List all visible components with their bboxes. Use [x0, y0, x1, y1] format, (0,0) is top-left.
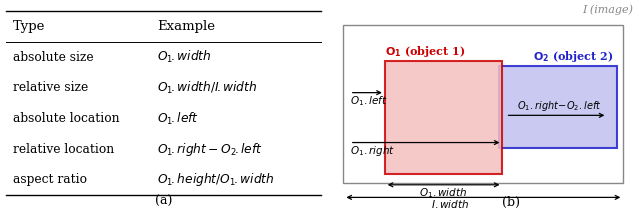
Text: $\mathbf{O_1}$ (object 1): $\mathbf{O_1}$ (object 1)	[385, 44, 465, 59]
Text: $O_1.width$: $O_1.width$	[420, 186, 467, 200]
Text: $O_1.right$: $O_1.right$	[350, 144, 395, 158]
Text: absolute size: absolute size	[13, 51, 93, 64]
Text: relative size: relative size	[13, 81, 88, 94]
Text: $O_1.right\!-\!O_2.left$: $O_1.right\!-\!O_2.left$	[517, 99, 602, 113]
Text: $O_1\!.left$: $O_1\!.left$	[158, 111, 200, 127]
Bar	[499, 66, 617, 148]
Bar	[385, 61, 502, 174]
Text: $\mathbf{O_2}$ (object 2): $\mathbf{O_2}$ (object 2)	[534, 49, 614, 64]
Bar	[343, 25, 623, 183]
Text: I (image): I (image)	[582, 4, 633, 15]
Text: aspect ratio: aspect ratio	[13, 173, 86, 186]
Text: relative location: relative location	[13, 143, 114, 156]
Text: $O_1\!.width/I\!.width$: $O_1\!.width/I\!.width$	[158, 80, 258, 96]
Text: $O_1\!.right - O_2\!.left$: $O_1\!.right - O_2\!.left$	[158, 141, 263, 158]
Text: $O_1.left$: $O_1.left$	[350, 94, 387, 108]
Text: $O_1\!.height/O_1\!.width$: $O_1\!.height/O_1\!.width$	[158, 172, 275, 188]
Text: (b): (b)	[502, 196, 520, 209]
Text: Type: Type	[13, 20, 45, 33]
Text: (a): (a)	[155, 195, 172, 208]
Text: Example: Example	[158, 20, 216, 33]
Text: absolute location: absolute location	[13, 112, 120, 125]
Text: $O_1\!.width$: $O_1\!.width$	[158, 49, 212, 65]
Text: $I.width$: $I.width$	[431, 198, 469, 210]
